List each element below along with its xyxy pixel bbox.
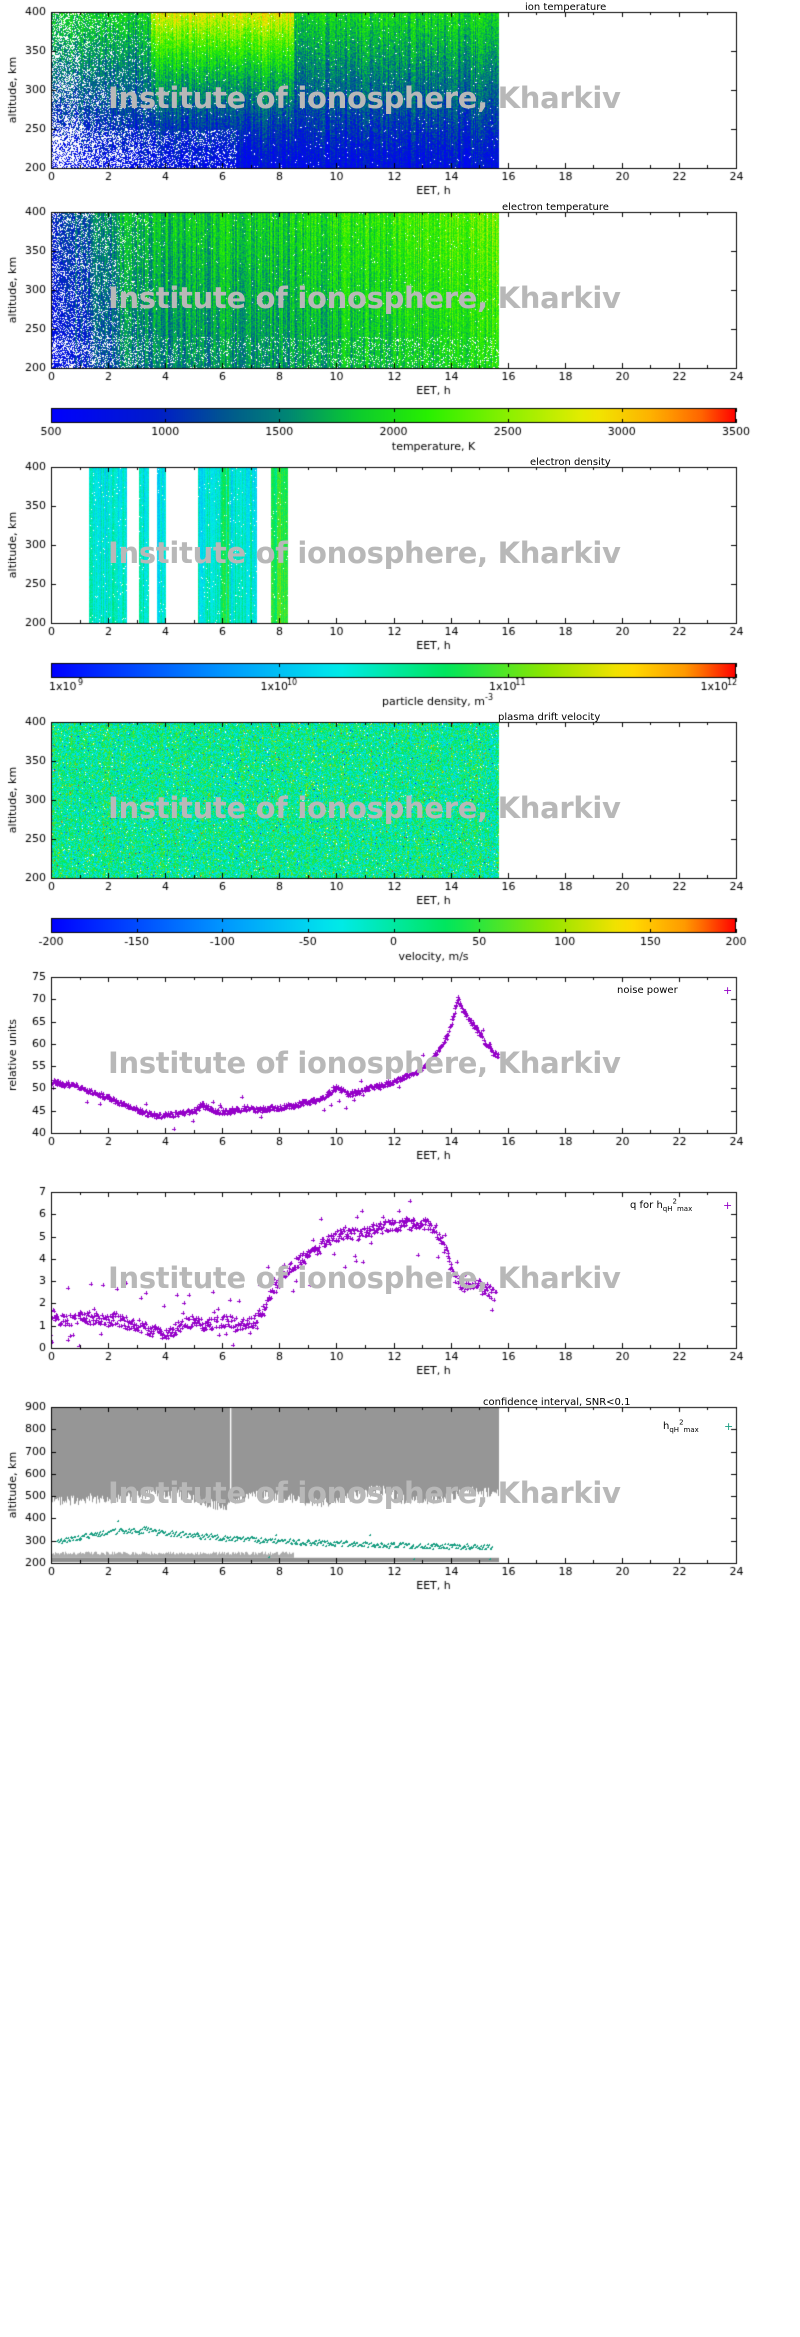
legend-q-sup: 2	[672, 1197, 677, 1206]
legend-h-prefix: h	[663, 1421, 670, 1432]
velocity-colorbar	[0, 910, 800, 965]
legend-marker-q-for-hqh2max: +	[723, 1199, 733, 1212]
electron-density-plot	[0, 455, 800, 655]
q-for-hqh2max-plot	[0, 1180, 800, 1380]
legend-q-for-hqh2max: q for hqH2max	[630, 1197, 693, 1213]
legend-confidence-interval: hqH2max	[663, 1418, 699, 1434]
temperature-colorbar	[0, 400, 800, 455]
legend-q-sub2: max	[676, 1205, 693, 1213]
confidence-interval-plot	[0, 1395, 800, 1595]
legend-q-sub1: qH	[662, 1205, 673, 1213]
electron-temperature-plot	[0, 200, 800, 400]
legend-marker-confidence-interval: +	[724, 1420, 734, 1433]
density-colorbar	[0, 655, 800, 710]
legend-marker-noise-power: +	[723, 984, 733, 997]
plasma-drift-velocity-plot	[0, 710, 800, 910]
legend-noise-power: noise power	[617, 985, 678, 996]
legend-h-sub1: qH	[669, 1426, 680, 1434]
ion-temperature-plot	[0, 0, 800, 200]
legend-h-sup: 2	[679, 1418, 684, 1427]
legend-h-sub2: max	[683, 1426, 699, 1434]
noise-power-plot	[0, 965, 800, 1165]
legend-q-prefix: q for h	[630, 1200, 663, 1211]
